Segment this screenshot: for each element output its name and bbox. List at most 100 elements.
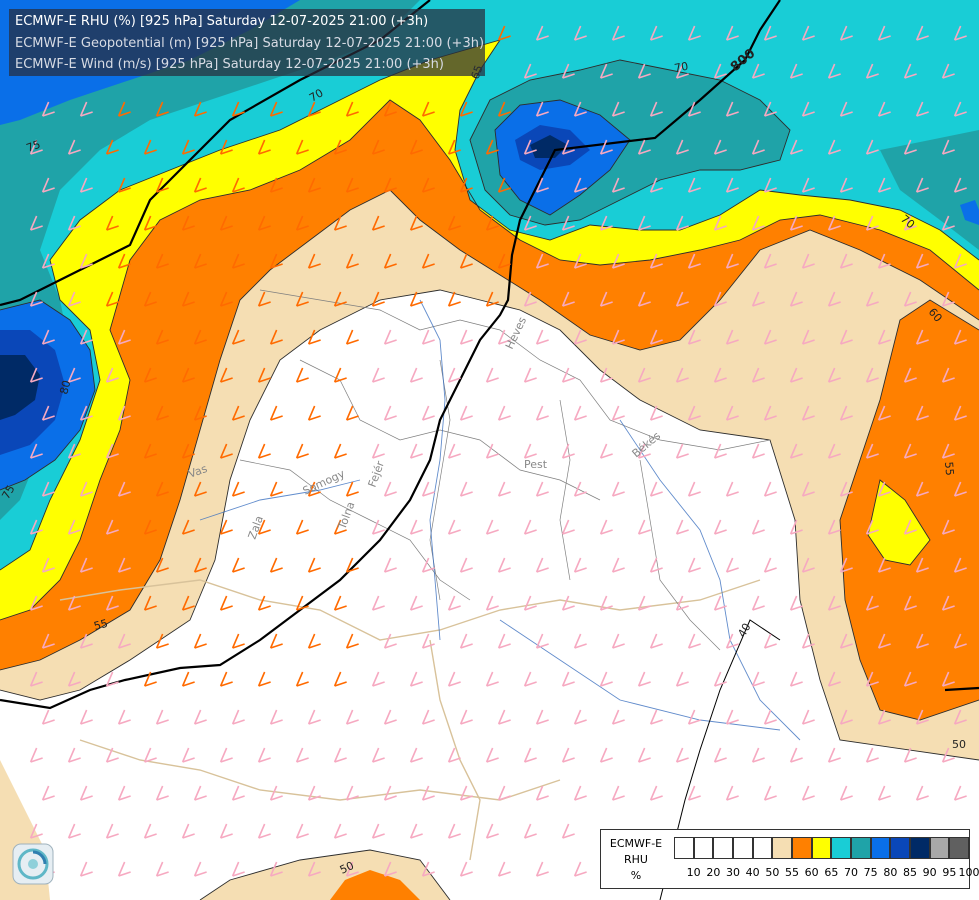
- wind-barb: [725, 633, 739, 649]
- wind-barb: [155, 481, 169, 497]
- wind-barb: [79, 253, 93, 269]
- wind-barb: [447, 443, 461, 459]
- rhu-75-area: [0, 0, 420, 520]
- wind-barb: [713, 671, 727, 687]
- wind-barb: [611, 329, 625, 345]
- legend-tick-label: 95: [942, 866, 957, 879]
- wind-barb: [877, 557, 891, 573]
- wind-barb: [599, 519, 613, 535]
- wind-barb: [105, 595, 119, 611]
- wind-barb: [421, 329, 435, 345]
- wind-barb: [561, 747, 575, 763]
- wind-barb: [345, 481, 359, 497]
- wind-barb: [333, 139, 347, 155]
- wind-barb: [383, 177, 397, 193]
- legend-swatch: [949, 837, 969, 859]
- wind-barb: [865, 595, 879, 611]
- wind-barb: [903, 63, 917, 79]
- wind-barb: [231, 861, 245, 877]
- wind-barb: [675, 443, 689, 459]
- wind-barb: [41, 633, 55, 649]
- wind-barb: [269, 785, 283, 801]
- wind-barb: [29, 139, 43, 155]
- wind-barb: [675, 595, 689, 611]
- wind-barb: [713, 367, 727, 383]
- wind-barb: [41, 253, 55, 269]
- wind-barb: [383, 329, 397, 345]
- map-title-box: ECMWF-E RHU (%) [925 hPa] Saturday 12-07…: [9, 9, 485, 76]
- wind-barb: [459, 633, 473, 649]
- wind-barb: [181, 215, 195, 231]
- wind-barb: [915, 101, 929, 117]
- wind-barb: [573, 481, 587, 497]
- wind-barb: [143, 215, 157, 231]
- wind-barb: [41, 785, 55, 801]
- wind-barb: [497, 709, 511, 725]
- legend-tick-label: 85: [903, 866, 917, 879]
- wind-barb: [447, 595, 461, 611]
- wind-barb: [459, 861, 473, 877]
- wind-barb: [143, 443, 157, 459]
- wind-barb: [497, 861, 511, 877]
- wind-barb: [409, 595, 423, 611]
- wind-barb: [561, 291, 575, 307]
- rhu-80-e: [960, 200, 979, 225]
- wind-barb: [295, 215, 309, 231]
- wind-barb: [827, 595, 841, 611]
- wind-barb: [345, 329, 359, 345]
- wind-barb: [713, 747, 727, 763]
- wind-barb: [79, 405, 93, 421]
- legend-tick-label: 55: [785, 866, 799, 879]
- wind-barb: [877, 481, 891, 497]
- wind-barb: [257, 443, 271, 459]
- wind-barb: [637, 367, 651, 383]
- wind-barb: [523, 291, 537, 307]
- wind-barb: [497, 177, 511, 193]
- wind-barb: [333, 519, 347, 535]
- wind-barb: [801, 329, 815, 345]
- wind-barb: [105, 291, 119, 307]
- wind-barb: [409, 747, 423, 763]
- wind-barb: [371, 139, 385, 155]
- wind-barb: [269, 329, 283, 345]
- wind-barb: [117, 253, 131, 269]
- wind-barb: [839, 785, 853, 801]
- wind-barb: [383, 253, 397, 269]
- wind-barb: [459, 709, 473, 725]
- wind-barb: [105, 823, 119, 839]
- wind-barb: [295, 291, 309, 307]
- wind-barb: [915, 253, 929, 269]
- wind-barb: [789, 139, 803, 155]
- wind-barb: [79, 329, 93, 345]
- wind-barb: [649, 177, 663, 193]
- wind-barb: [155, 329, 169, 345]
- wind-barb: [29, 215, 43, 231]
- wind-barb: [611, 785, 625, 801]
- wind-barb: [751, 367, 765, 383]
- wind-barb: [941, 139, 955, 155]
- wind-barb: [409, 519, 423, 535]
- wind-barb: [915, 633, 929, 649]
- wind-barb: [599, 747, 613, 763]
- wind-barb: [713, 443, 727, 459]
- wind-barb: [839, 633, 853, 649]
- wind-barb: [459, 785, 473, 801]
- wind-barb: [181, 367, 195, 383]
- contour-label-40: 40: [735, 621, 753, 640]
- wind-barb: [383, 633, 397, 649]
- wind-barb: [953, 481, 967, 497]
- wind-barb: [649, 405, 663, 421]
- wind-barb: [269, 709, 283, 725]
- wind-barb: [649, 709, 663, 725]
- wind-barb: [143, 367, 157, 383]
- wind-barb: [941, 63, 955, 79]
- wind-barb: [941, 291, 955, 307]
- wind-barb: [307, 329, 321, 345]
- wind-barb: [713, 215, 727, 231]
- wind-barb: [307, 405, 321, 421]
- wind-barb: [383, 709, 397, 725]
- wind-barb: [561, 443, 575, 459]
- wind-barb: [599, 139, 613, 155]
- wind-barb: [67, 215, 81, 231]
- wind-barb: [307, 785, 321, 801]
